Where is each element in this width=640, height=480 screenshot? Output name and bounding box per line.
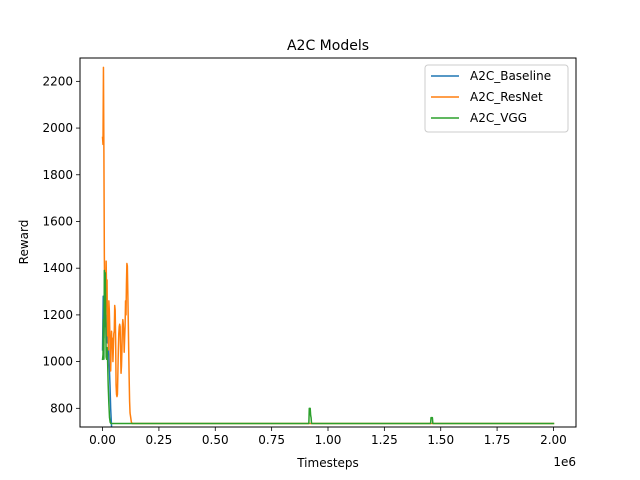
- x-tick-label: 0.50: [202, 433, 229, 447]
- y-tick-label: 1400: [42, 261, 73, 275]
- x-axis-ticks: 0.00 0.25 0.50 0.75 1.00 1.25 1.50 1.75 2.00: [89, 427, 567, 447]
- y-tick-label: 2000: [42, 121, 73, 135]
- x-tick-label: 0.75: [258, 433, 285, 447]
- x-tick-label: 0.00: [89, 433, 116, 447]
- series-line-a2c-vgg: [101, 269, 555, 425]
- legend-label-a2c-baseline: A2C_Baseline: [470, 69, 551, 83]
- legend-label-a2c-vgg: A2C_VGG: [470, 111, 527, 125]
- x-tick-label: 1.25: [371, 433, 398, 447]
- y-tick-label: 800: [50, 401, 73, 415]
- y-tick-label: 1000: [42, 355, 73, 369]
- x-tick-label: 1.75: [484, 433, 511, 447]
- x-tick-label: 1.00: [315, 433, 342, 447]
- x-tick-label: 2.00: [540, 433, 567, 447]
- x-axis-label: Timesteps: [296, 456, 359, 470]
- legend: A2C_Baseline A2C_ResNet A2C_VGG: [424, 64, 569, 133]
- legend-box: [424, 64, 569, 133]
- x-axis-offset-label: 1e6: [553, 455, 576, 469]
- plot-area: [101, 66, 555, 427]
- y-axis-ticks: 800 1000 1200 1400 1600 1800 2000 2200: [42, 74, 80, 415]
- y-tick-label: 2200: [42, 74, 73, 88]
- x-tick-label: 1.50: [427, 433, 454, 447]
- y-tick-label: 1600: [42, 214, 73, 228]
- legend-label-a2c-resnet: A2C_ResNet: [470, 90, 543, 104]
- series-line-a2c-resnet: [101, 66, 555, 425]
- y-tick-label: 1200: [42, 308, 73, 322]
- x-tick-label: 0.25: [146, 433, 173, 447]
- y-tick-label: 1800: [42, 168, 73, 182]
- chart-title: A2C Models: [287, 38, 369, 54]
- y-axis-label: Reward: [17, 220, 31, 265]
